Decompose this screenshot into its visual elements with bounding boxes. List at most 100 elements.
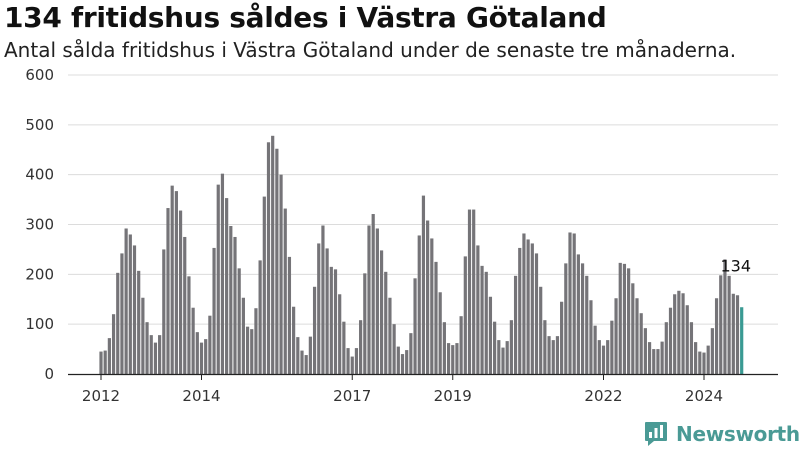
bar: [493, 321, 497, 374]
bar: [480, 265, 484, 374]
bar: [137, 270, 141, 374]
bar: [325, 248, 329, 374]
bar: [300, 350, 304, 374]
bar: [497, 340, 501, 374]
bar: [283, 208, 287, 374]
bar: [476, 245, 480, 374]
bar: [191, 307, 195, 374]
bar: [513, 275, 518, 374]
bar: [547, 336, 551, 374]
bar: [698, 351, 702, 374]
bar: [250, 329, 254, 374]
bar: [505, 341, 509, 374]
bar: [656, 349, 660, 374]
bar: [158, 335, 162, 374]
bar: [735, 295, 740, 374]
bar: [597, 340, 601, 374]
bar: [518, 247, 522, 374]
bar: [689, 322, 694, 374]
bar: [162, 249, 166, 374]
bar: [488, 296, 493, 374]
bar: [463, 256, 467, 374]
bar: [438, 292, 442, 374]
bar: [103, 350, 107, 374]
bar: [627, 268, 631, 374]
bar: [652, 349, 656, 374]
bar: [375, 228, 379, 374]
x-tick-label: 2024: [685, 387, 723, 405]
bar: [702, 352, 706, 374]
bar: [367, 225, 371, 374]
bar: [564, 263, 568, 374]
bar: [710, 328, 714, 374]
bar: [526, 239, 530, 374]
bar: [199, 342, 204, 374]
bar: [304, 355, 308, 374]
bar: [614, 298, 618, 374]
bar: [212, 247, 216, 374]
bar: [539, 286, 543, 374]
bar: [694, 342, 698, 374]
bar: [484, 271, 488, 374]
bar: [245, 326, 250, 374]
bar: [396, 346, 400, 374]
bar: [530, 243, 534, 374]
bar: [233, 236, 237, 374]
bar: [601, 345, 606, 374]
bar: [413, 278, 417, 374]
bar: [664, 322, 668, 374]
bar: [572, 233, 576, 374]
annotations: 134: [721, 256, 752, 275]
bar: [509, 320, 513, 374]
bar-series: [99, 135, 744, 375]
bar: [727, 275, 731, 374]
bar: [472, 209, 476, 374]
bar: [459, 316, 463, 374]
bar: [467, 209, 472, 374]
bar: [417, 235, 421, 374]
bar: [279, 174, 283, 374]
bar: [534, 253, 539, 374]
bar: [555, 336, 560, 374]
bar: [178, 210, 183, 374]
bar: [271, 135, 275, 374]
y-tick-label: 600: [25, 66, 54, 84]
bar: [593, 325, 597, 374]
x-tick-label: 2022: [584, 387, 622, 405]
bar: [254, 308, 258, 374]
bar: [371, 214, 375, 374]
bar: [333, 269, 338, 374]
bar: [451, 345, 455, 374]
bar: [631, 283, 635, 374]
bar: [241, 297, 245, 374]
page-subtitle: Antal sålda fritidshus i Västra Götaland…: [4, 38, 737, 62]
bar: [317, 243, 321, 374]
bar: [426, 220, 430, 374]
bar: [543, 320, 547, 374]
y-tick-label: 0: [44, 365, 54, 383]
bar: [388, 297, 392, 374]
bar: [400, 354, 405, 374]
bar: [292, 306, 296, 374]
bar: [434, 261, 438, 375]
brand-logo: Newsworthy: [644, 420, 800, 448]
newsworthy-logo-icon: [645, 422, 667, 446]
bar: [170, 185, 174, 374]
page-title: 134 fritidshus såldes i Västra Götaland: [4, 1, 607, 34]
bar: [635, 298, 639, 374]
bar: [421, 195, 426, 374]
bar: [262, 196, 266, 374]
bar: [141, 297, 145, 374]
bar: [359, 320, 363, 374]
y-tick-label: 400: [25, 166, 54, 184]
bar: [229, 226, 233, 374]
bar: [111, 314, 116, 374]
bar: [585, 275, 589, 374]
bar: [216, 184, 220, 374]
bar: [350, 356, 354, 374]
bar: [714, 298, 719, 374]
bar: [430, 238, 434, 374]
bar: [329, 266, 333, 374]
bar: [195, 332, 199, 374]
